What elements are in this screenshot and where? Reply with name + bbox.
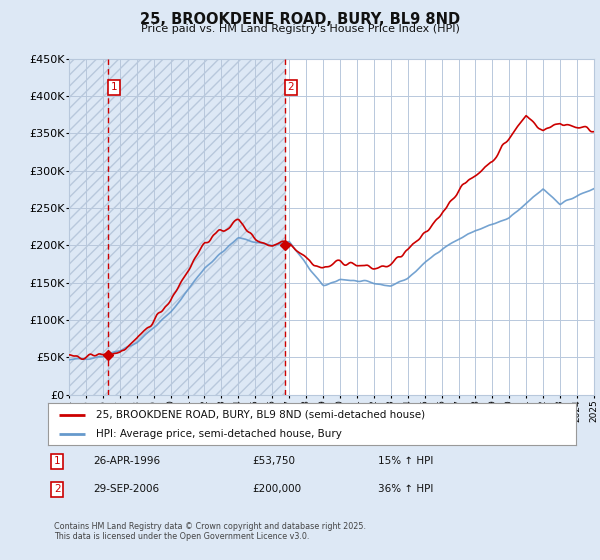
- Text: £53,750: £53,750: [252, 456, 295, 466]
- Bar: [108, 59, 285, 395]
- Text: 26-APR-1996: 26-APR-1996: [93, 456, 160, 466]
- Bar: [69, 59, 108, 395]
- Text: 25, BROOKDENE ROAD, BURY, BL9 8ND (semi-detached house): 25, BROOKDENE ROAD, BURY, BL9 8ND (semi-…: [95, 409, 425, 419]
- Text: 25, BROOKDENE ROAD, BURY, BL9 8ND: 25, BROOKDENE ROAD, BURY, BL9 8ND: [140, 12, 460, 27]
- Text: Price paid vs. HM Land Registry's House Price Index (HPI): Price paid vs. HM Land Registry's House …: [140, 24, 460, 34]
- Text: 29-SEP-2006: 29-SEP-2006: [93, 484, 159, 494]
- Text: 36% ↑ HPI: 36% ↑ HPI: [378, 484, 433, 494]
- Text: 2: 2: [54, 484, 61, 494]
- Text: 1: 1: [111, 82, 118, 92]
- Text: 15% ↑ HPI: 15% ↑ HPI: [378, 456, 433, 466]
- Text: Contains HM Land Registry data © Crown copyright and database right 2025.
This d: Contains HM Land Registry data © Crown c…: [54, 522, 366, 542]
- Text: HPI: Average price, semi-detached house, Bury: HPI: Average price, semi-detached house,…: [95, 429, 341, 439]
- Bar: [69, 59, 108, 395]
- Text: £200,000: £200,000: [252, 484, 301, 494]
- Bar: [108, 59, 285, 395]
- Text: 2: 2: [287, 82, 294, 92]
- Text: 1: 1: [54, 456, 61, 466]
